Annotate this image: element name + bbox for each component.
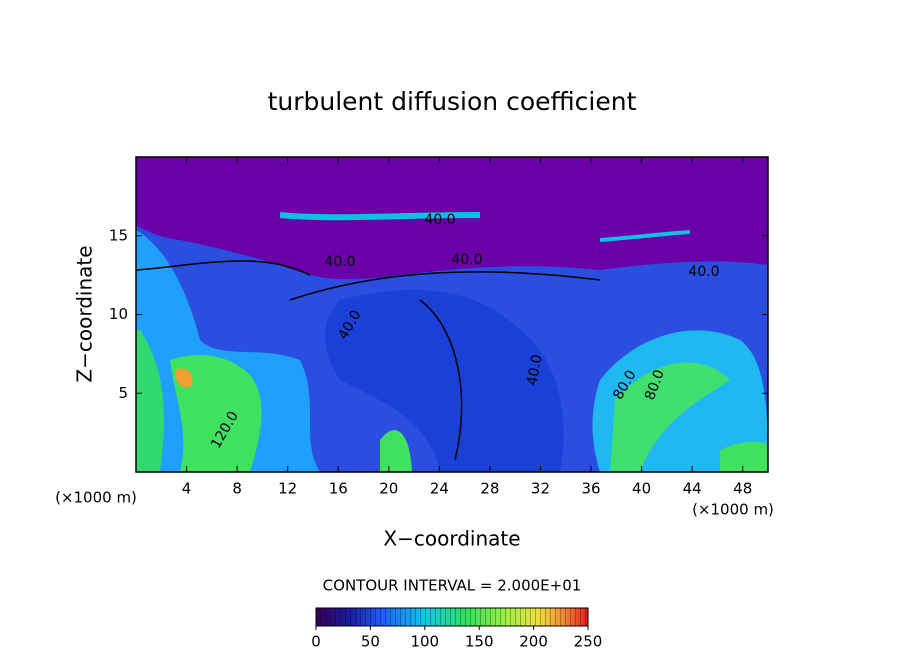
colorbar-tick-label: 100: [410, 633, 439, 651]
x-unit: (×1000 m): [692, 501, 774, 519]
x-tick-label: 12: [278, 480, 297, 498]
y-tick-label: 5: [118, 384, 128, 402]
y-tick-label: 15: [109, 226, 128, 244]
x-tick-label: 36: [581, 480, 600, 498]
colorbar-tick-label: 0: [311, 633, 321, 651]
x-tick-label: 48: [733, 480, 752, 498]
y-unit: (×1000 m): [55, 489, 137, 507]
x-tick-label: 44: [683, 480, 702, 498]
y-axis-label: Z−coordinate: [73, 245, 97, 382]
x-tick-label: 20: [379, 480, 398, 498]
y-tick-label: 10: [109, 305, 128, 323]
x-tick-label: 24: [430, 480, 449, 498]
x-tick-label: 28: [480, 480, 499, 498]
colorbar-tick-label: 150: [465, 633, 494, 651]
field: [136, 157, 768, 472]
x-tick-label: 32: [531, 480, 550, 498]
chart-title: turbulent diffusion coefficient: [268, 87, 637, 116]
contour-label: 40.0: [524, 353, 545, 386]
x-axis-label: X−coordinate: [383, 527, 520, 551]
x-tick-label: 40: [632, 480, 651, 498]
colorbar-tick-label: 50: [361, 633, 380, 651]
x-tick-label: 4: [182, 480, 192, 498]
colorbar-tick-label: 250: [574, 633, 603, 651]
colorbar-tick-label: 200: [519, 633, 548, 651]
contour-label: 40.0: [324, 254, 355, 270]
contour-label: 40.0: [451, 252, 482, 268]
contour-label: 40.0: [688, 264, 719, 280]
contour-label: 40.0: [424, 212, 455, 228]
x-tick-label: 8: [232, 480, 242, 498]
colorbar-title: CONTOUR INTERVAL = 2.000E+01: [323, 577, 582, 595]
colorbar-frame: [315, 607, 589, 627]
x-tick-label: 16: [329, 480, 348, 498]
